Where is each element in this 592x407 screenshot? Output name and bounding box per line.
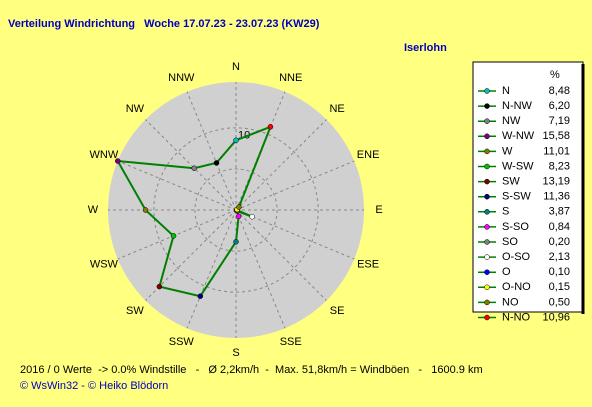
legend-marker [484,254,490,260]
direction-label: E [375,204,382,216]
legend-name: O [502,266,511,278]
wind-point [114,158,121,164]
direction-label: SSE [280,336,302,348]
legend-marker [484,88,490,94]
location: Iserlohn [404,42,447,54]
legend-value: 7,19 [549,115,570,127]
legend-name: S-SW [502,191,531,203]
legend-name: W-NW [502,130,535,142]
legend-value: 6,20 [549,100,570,112]
legend-marker [484,163,490,170]
legend-value: 8,48 [549,85,570,97]
legend-marker [484,118,490,124]
credits: © WsWin32 - © Heiko Blödorn [20,380,168,392]
direction-label: W [88,204,99,216]
direction-label: WSW [90,259,119,271]
grid-ring [153,127,319,293]
legend-name: SO [502,236,518,248]
legend-marker [484,299,490,306]
legend-marker [484,314,490,321]
footer: 2016 / 0 Werte -> 0.0% Windstille - Ø 2,… [20,364,483,376]
legend-value: 2,13 [549,251,570,263]
wind-point [213,160,220,166]
legend-name: O-NO [502,281,531,293]
legend-marker [484,193,490,200]
wind-point [236,204,242,210]
direction-label: SE [330,305,345,317]
direction-label: ESE [357,259,379,271]
legend-marker [484,148,490,155]
wind-point [142,207,149,213]
legend-value: 0,50 [549,296,570,308]
legend-value: 13,19 [542,176,570,188]
legend-box [472,61,584,313]
wind-point [235,213,242,220]
direction-label: S [232,347,239,359]
legend-marker [484,209,490,215]
legend-name: NO [502,296,519,308]
legend-name: N [502,85,510,97]
legend-value: 0,10 [549,266,570,278]
wind-point [233,137,239,144]
legend-marker [484,224,490,230]
direction-label: ENE [357,149,380,161]
direction-label: NW [126,103,145,115]
legend-marker [484,239,490,245]
legend-name: S-SO [502,221,529,233]
legend-header: % [550,69,560,81]
direction-label: NE [329,103,344,115]
wind-point [233,239,239,245]
legend-marker [484,133,490,140]
direction-label: NNW [168,72,195,84]
legend-value: 11,01 [543,145,570,157]
chart-title: Verteilung Windrichtung Woche 17.07.23 -… [8,18,320,30]
wind-point [191,165,197,171]
legend-value: 8,23 [549,160,570,172]
direction-label: SW [126,305,144,317]
wind-point [170,233,177,239]
direction-label: SSW [169,336,195,348]
wind-point [267,124,274,130]
legend-value: 0,84 [549,221,570,233]
wind-point [197,293,204,299]
wind-point [249,213,255,220]
legend-value: 11,36 [543,191,570,203]
legend-value: 0,15 [549,281,570,293]
direction-label: NNE [279,72,302,84]
legend-name: SW [502,176,520,188]
legend-marker [484,284,490,291]
direction-label: N [232,61,240,73]
legend-value: 0,20 [549,236,570,248]
legend-value: 10,96 [542,311,570,323]
grid-ring [194,168,278,252]
legend-name: NW [502,115,521,127]
legend-name: O-SO [502,251,531,263]
direction-label: WNW [90,149,119,161]
legend-marker [484,269,490,275]
legend-name: N-NW [502,100,533,112]
legend-name: W [502,145,513,157]
legend-marker [484,178,490,185]
legend-name: S [502,206,509,218]
legend-name: N-NO [502,311,531,323]
legend-marker [484,103,490,109]
legend-name: W-SW [502,160,534,172]
wind-point [156,283,163,290]
legend-value: 15,58 [542,130,570,142]
legend-value: 3,87 [549,206,570,218]
